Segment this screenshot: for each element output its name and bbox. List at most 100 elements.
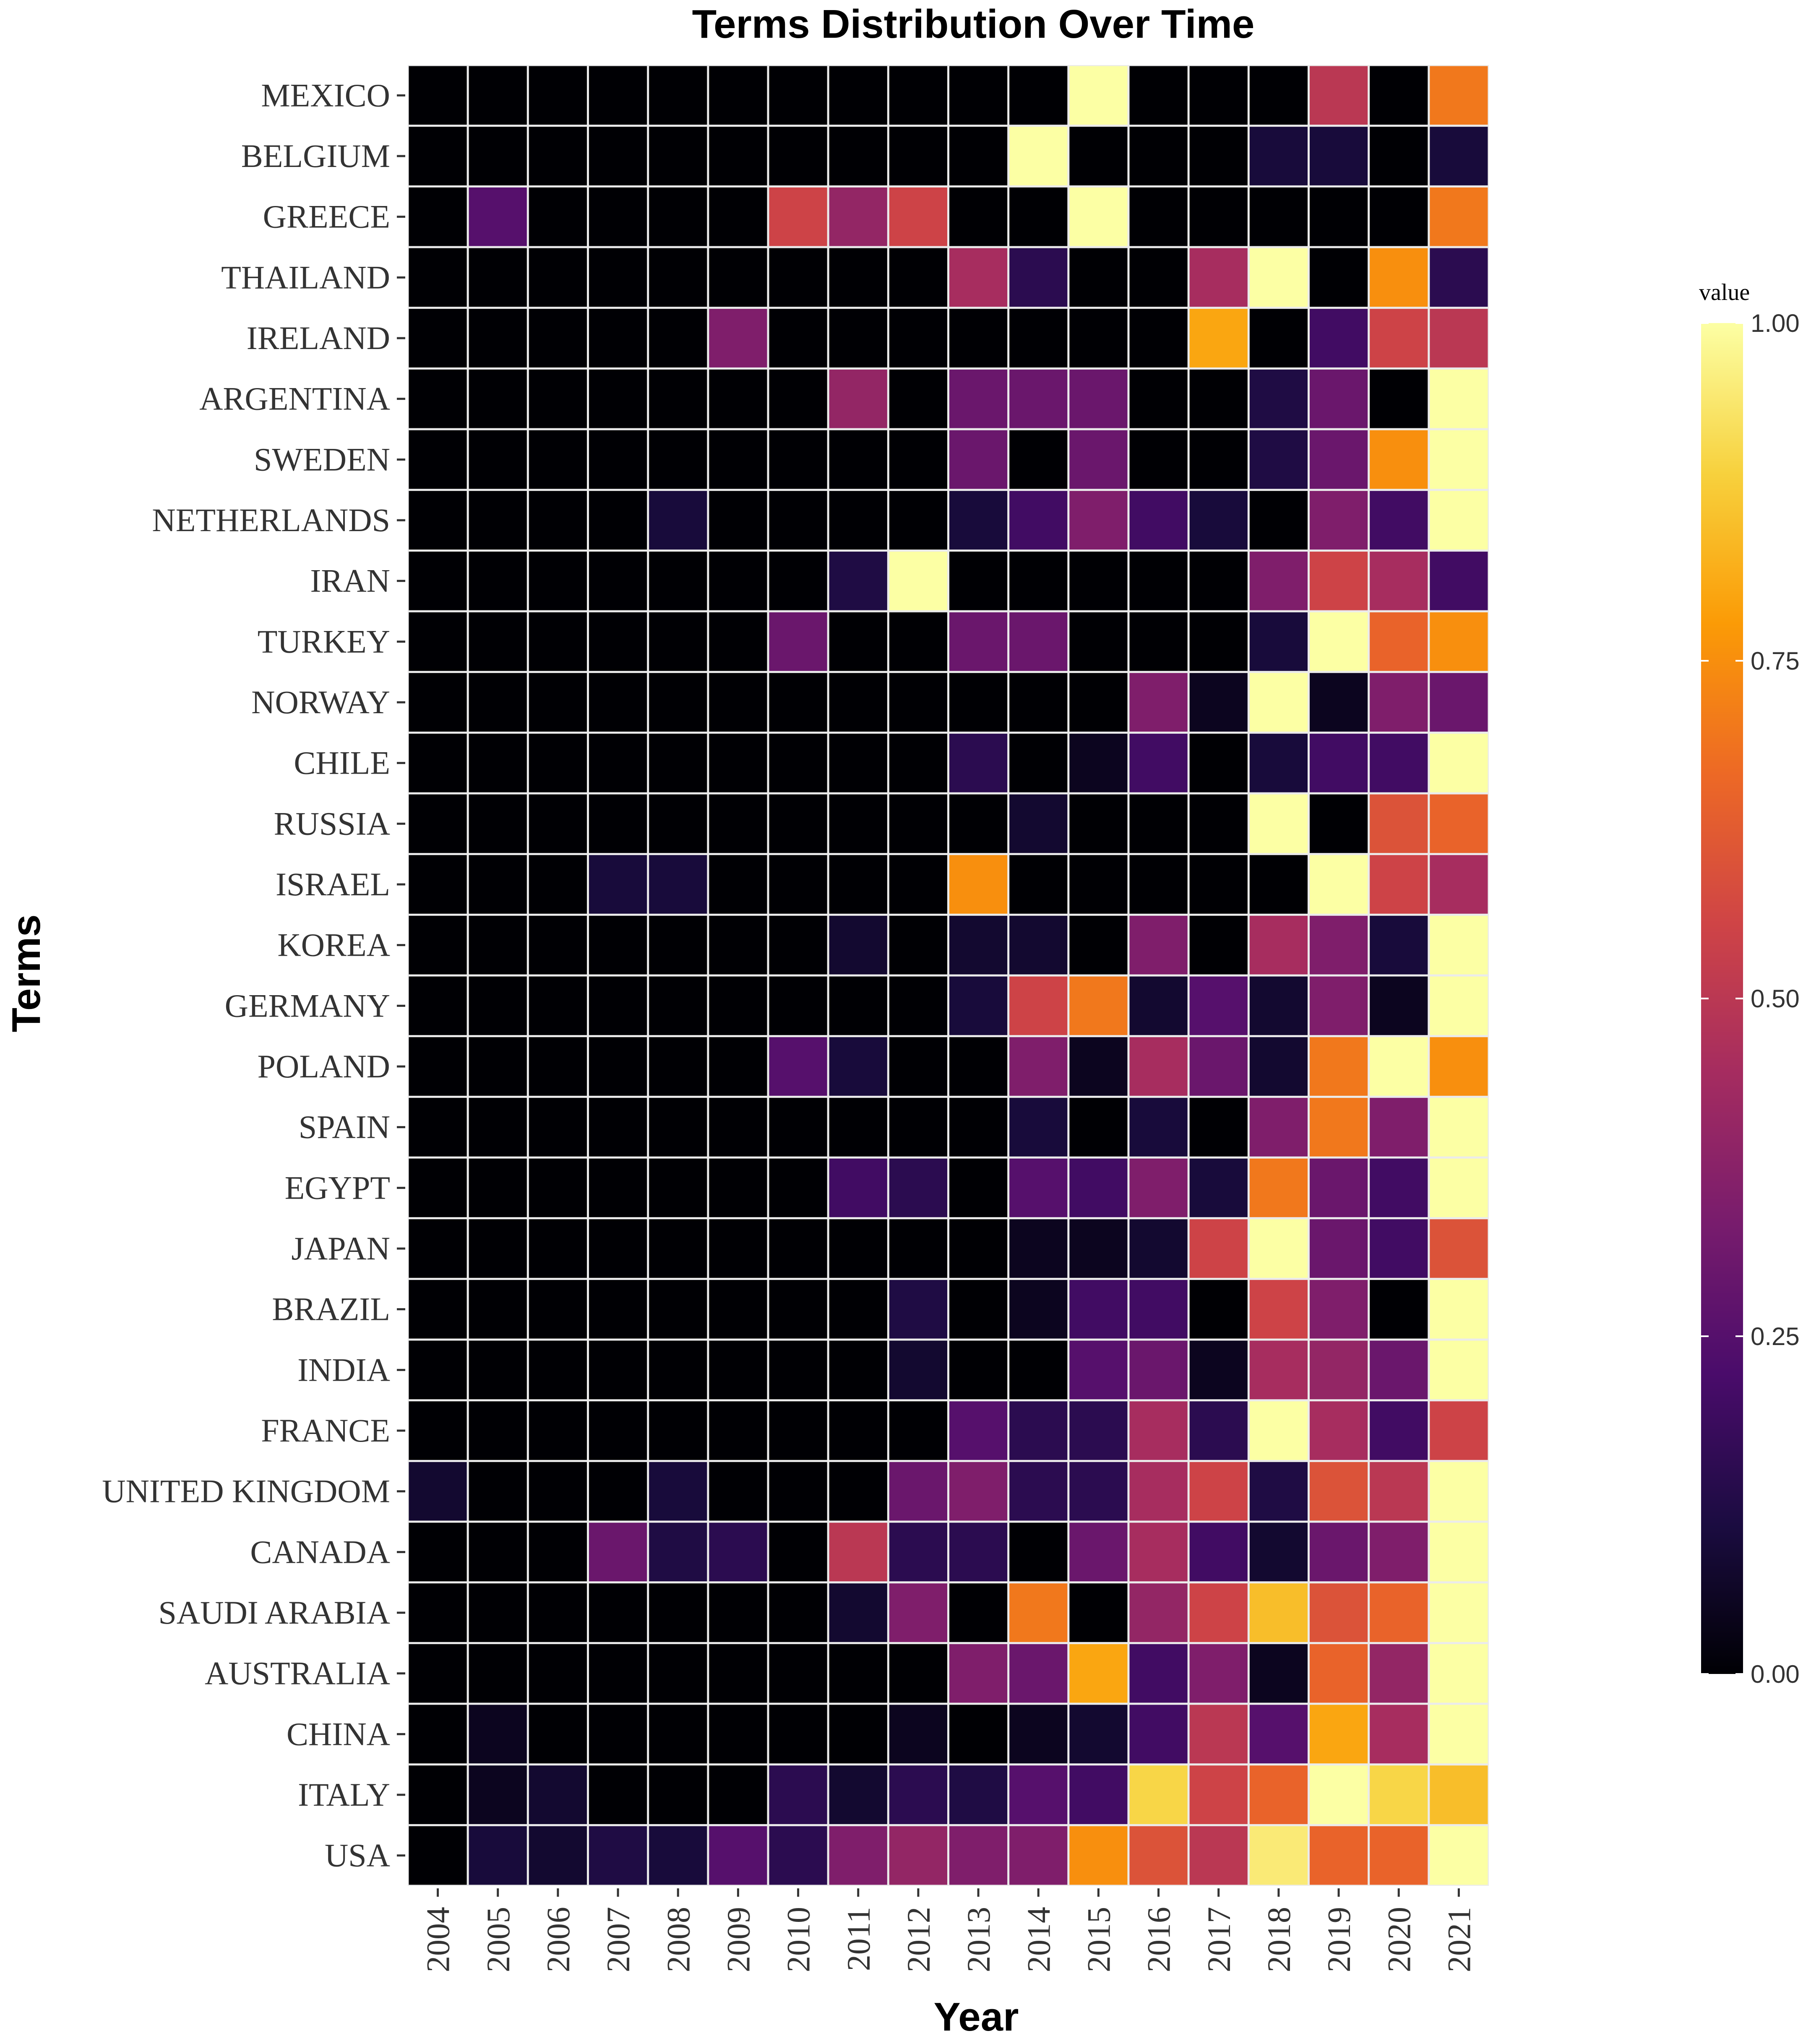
heatmap-cell [709,1158,767,1218]
heatmap-cell [1430,1826,1488,1885]
heatmap-cell [529,794,587,853]
heatmap-cell [1370,915,1428,975]
heatmap-cell [649,1158,707,1218]
heatmap-cell [1129,612,1188,671]
heatmap-cell [1370,248,1428,307]
heatmap-cell [1009,733,1068,793]
heatmap-cell [469,1765,527,1824]
heatmap-cell [589,1644,647,1703]
heatmap-cell [949,66,1008,125]
heatmap-cell [1189,733,1248,793]
heatmap-cell [409,1826,467,1885]
heatmap-cell [889,491,947,550]
heatmap-cell [949,673,1008,732]
heatmap-cell [1249,1098,1308,1157]
heatmap-cell [1069,1826,1128,1885]
heatmap-cell [1069,369,1128,428]
heatmap-cell [1069,1219,1128,1278]
heatmap-cell [1249,127,1308,185]
heatmap-cell [1310,1280,1368,1339]
heatmap-cell [1310,127,1368,185]
heatmap-cell [829,430,887,489]
heatmap-cell [769,1037,827,1096]
heatmap-cell [589,1098,647,1157]
heatmap-cell [829,1340,887,1400]
heatmap-cell [1370,1401,1428,1460]
heatmap-cell [469,1826,527,1885]
heatmap-cell [1129,1583,1188,1642]
column-label: 2010 [780,1907,817,1972]
heatmap-cell [769,369,827,428]
heatmap-cell [949,1340,1008,1400]
heatmap-cell [1069,1158,1128,1218]
heatmap-cell [1249,491,1308,550]
heatmap-cell [1430,1705,1488,1764]
heatmap-cell [1370,127,1428,185]
heatmap-cell [889,1280,947,1339]
heatmap-cell [1430,1280,1488,1339]
heatmap-cell [769,430,827,489]
heatmap-cell [829,1219,887,1278]
heatmap-cell [1189,612,1248,671]
heatmap-cell [829,1765,887,1824]
heatmap-cell [589,369,647,428]
heatmap-cell [409,1644,467,1703]
heatmap-cell [1129,127,1188,185]
heatmap-cell [889,733,947,793]
row-label: CHINA [287,1716,390,1752]
heatmap-cell [949,1523,1008,1582]
column-label: 2009 [720,1907,756,1972]
heatmap-cell [469,551,527,610]
heatmap-cell [589,673,647,732]
heatmap-cell [529,1705,587,1764]
heatmap-cell [589,309,647,368]
heatmap-cell [589,1401,647,1460]
row-label: USA [325,1837,390,1874]
heatmap-cell [1370,430,1428,489]
column-label: 2018 [1261,1907,1297,1972]
heatmap-cell [949,369,1008,428]
heatmap-cell [1009,1826,1068,1885]
column-label: 2020 [1381,1907,1417,1972]
heatmap-cell [1009,1644,1068,1703]
heatmap-cell [649,1826,707,1885]
heatmap-cell [949,1098,1008,1157]
heatmap-cell [949,1158,1008,1218]
heatmap-cell [1129,430,1188,489]
row-label: THAILAND [221,259,390,295]
heatmap-cell [1189,1523,1248,1582]
heatmap-cell [649,1340,707,1400]
heatmap-cell [1249,673,1308,732]
heatmap-cell [889,1158,947,1218]
heatmap-cell [1249,430,1308,489]
column-label: 2015 [1080,1907,1117,1972]
heatmap-cell [409,1765,467,1824]
row-label: JAPAN [291,1230,390,1267]
heatmap-cell [469,1158,527,1218]
heatmap-cell [709,855,767,914]
heatmap-cell [889,1644,947,1703]
heatmap-cell [1129,1280,1188,1339]
column-label: 2005 [480,1907,516,1972]
heatmap-cell [829,1523,887,1582]
heatmap-cell [1249,187,1308,246]
heatmap-cell [769,66,827,125]
heatmap-cell [1249,1705,1308,1764]
heatmap-cell [589,794,647,853]
heatmap-cell [1129,187,1188,246]
column-label: 2006 [540,1907,576,1972]
heatmap-cell [1370,66,1428,125]
heatmap-cell [829,673,887,732]
heatmap-cell [589,1705,647,1764]
heatmap-cell [469,673,527,732]
heatmap-cell [409,794,467,853]
heatmap-cell [1069,733,1128,793]
heatmap-cell [949,794,1008,853]
heatmap-cell [409,1098,467,1157]
heatmap-cell [1310,794,1368,853]
heatmap-cell [529,673,587,732]
heatmap-cell [769,1340,827,1400]
heatmap-cell [829,1158,887,1218]
heatmap-cell [1069,1705,1128,1764]
heatmap-cell [1009,491,1068,550]
